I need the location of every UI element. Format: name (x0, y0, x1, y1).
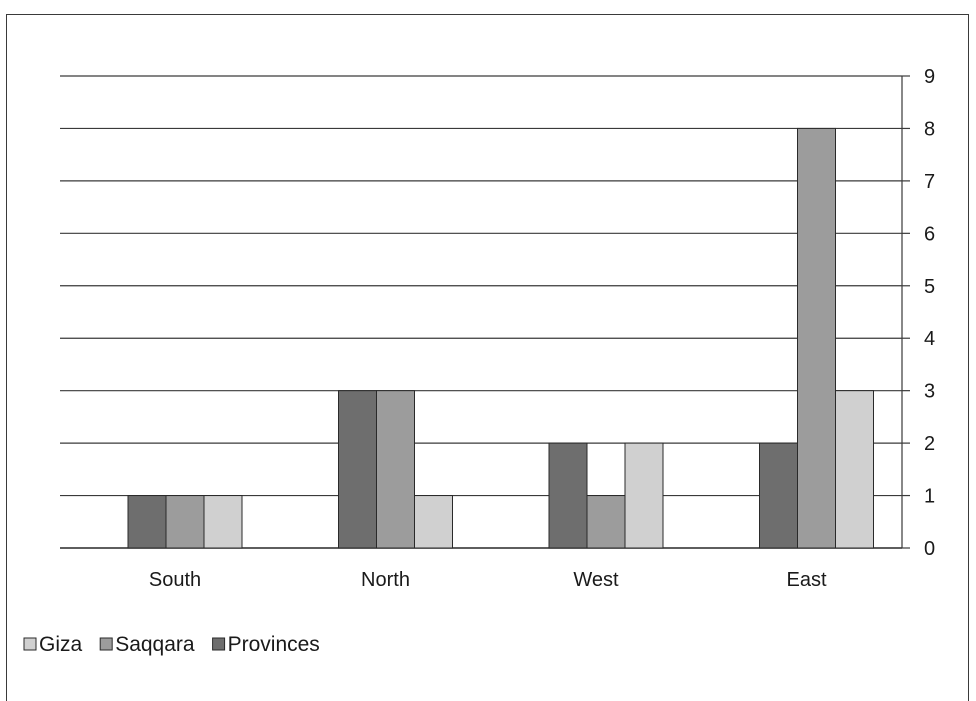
category-label-east: East (786, 569, 826, 591)
legend-swatch-provinces (212, 637, 226, 651)
y-tick-label-5: 5 (924, 276, 935, 298)
legend-swatch-saqqara (99, 637, 113, 651)
bar-provinces-east (759, 442, 798, 549)
y-tick-label-3: 3 (924, 381, 935, 403)
legend-swatch-giza (23, 637, 37, 651)
bar-giza-north (414, 495, 453, 549)
bar-provinces-north (338, 390, 377, 549)
y-tick-label-8: 8 (924, 118, 935, 140)
bar-saqqara-east (797, 127, 836, 549)
y-tick-label-4: 4 (924, 328, 935, 350)
bar-saqqara-north (376, 390, 415, 549)
y-tick-label-9: 9 (924, 66, 935, 88)
legend-label-saqqara: Saqqara (115, 633, 195, 656)
category-label-south: South (149, 569, 201, 591)
bar-giza-east (835, 390, 874, 549)
x-axis-categories: South North West East (149, 569, 827, 591)
y-tick-label-0: 0 (924, 538, 935, 560)
legend-label-provinces: Provinces (228, 633, 320, 656)
bar-giza-south (203, 495, 243, 549)
legend-label-giza: Giza (39, 633, 83, 656)
bar-giza-west (624, 442, 664, 549)
y-tick-label-2: 2 (924, 433, 935, 455)
category-label-west: West (573, 569, 619, 591)
bar-provinces-west (548, 442, 588, 549)
y-tick-label-6: 6 (924, 223, 935, 245)
bar-saqqara-south (165, 495, 205, 549)
y-tick-label-1: 1 (924, 486, 935, 508)
bar-provinces-south (127, 495, 167, 549)
y-axis: 0 1 2 3 4 5 6 7 8 9 (901, 66, 935, 560)
legend: Giza Saqqara Provinces (23, 633, 320, 656)
bars (127, 127, 874, 549)
y-tick-label-7: 7 (924, 171, 935, 193)
bar-saqqara-west (586, 495, 626, 549)
category-label-north: North (361, 569, 410, 591)
